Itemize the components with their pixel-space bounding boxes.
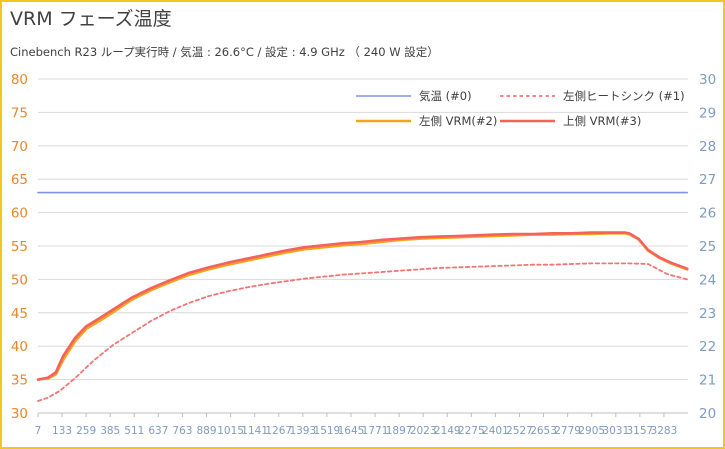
- y-tick-label-left: 50: [11, 272, 28, 288]
- chart-subtitle: Cinebench R23 ループ実行時 / 気温 : 26.6°C / 設定 …: [10, 45, 439, 59]
- y-tick-label-right: 23: [699, 306, 716, 322]
- y-tick-label-left: 70: [11, 139, 28, 155]
- x-tick-label: 2527: [506, 425, 533, 437]
- y-tick-label-left: 30: [11, 406, 28, 422]
- y-tick-label-right: 25: [699, 239, 716, 255]
- x-tick-label: 637: [148, 425, 168, 437]
- line-top-vrm: [36, 231, 689, 381]
- y-tick-label-right: 30: [699, 72, 716, 88]
- x-tick-label: 1267: [265, 425, 292, 437]
- y-tick-label-right: 20: [699, 406, 716, 422]
- x-tick-label: 1393: [289, 425, 316, 437]
- y-tick-label-left: 75: [11, 105, 28, 121]
- y-tick-label-right: 21: [699, 373, 716, 389]
- x-tick-label: 7: [35, 425, 42, 437]
- x-tick-label: 2149: [434, 425, 461, 437]
- y-tick-label-right: 22: [699, 339, 716, 355]
- x-tick-label: 2779: [554, 425, 581, 437]
- x-tick-label: 385: [100, 425, 120, 437]
- x-tick-label: 889: [196, 425, 216, 437]
- x-tick-label: 1519: [314, 425, 341, 437]
- x-tick-label: 2905: [578, 425, 605, 437]
- x-tick-label: 511: [124, 425, 144, 437]
- y-tick-label-left: 45: [11, 306, 28, 322]
- legend-label: 上側 VRM(#3): [563, 114, 641, 128]
- y-tick-label-right: 26: [699, 206, 716, 222]
- x-tick-label: 1645: [338, 425, 365, 437]
- x-tick-label: 2023: [410, 425, 437, 437]
- legend-label: 左側ヒートシンク (#1): [563, 89, 685, 103]
- x-tick-label: 1015: [217, 425, 244, 437]
- x-tick-label: 763: [172, 425, 192, 437]
- y-tick-label-right: 27: [699, 172, 716, 188]
- y-tick-label-left: 65: [11, 172, 28, 188]
- y-tick-label-left: 55: [11, 239, 28, 255]
- line-left-heatsink: [37, 262, 689, 402]
- x-tick-label: 2653: [530, 425, 557, 437]
- x-tick-label: 2401: [482, 425, 509, 437]
- x-tick-label: 3157: [626, 425, 653, 437]
- x-tick-label: 1771: [362, 425, 389, 437]
- y-tick-label-left: 60: [11, 206, 28, 222]
- y-tick-label-left: 40: [11, 339, 28, 355]
- y-tick-label-right: 29: [699, 105, 716, 121]
- x-tick-label: 133: [52, 425, 72, 437]
- y-tick-label-right: 28: [699, 139, 716, 155]
- x-tick-label: 3031: [602, 425, 629, 437]
- legend-label: 左側 VRM(#2): [419, 114, 497, 128]
- chart-title: VRM フェーズ温度: [10, 8, 172, 30]
- x-tick-label: 259: [76, 425, 96, 437]
- y-tick-label-right: 24: [699, 272, 716, 288]
- x-tick-label: 3283: [651, 425, 678, 437]
- y-tick-label-left: 35: [11, 373, 28, 389]
- x-tick-label: 1897: [386, 425, 413, 437]
- line-left-vrm: [36, 232, 689, 381]
- x-tick-label: 1141: [241, 425, 268, 437]
- x-tick-label: 2275: [458, 425, 485, 437]
- y-tick-label-left: 80: [11, 72, 28, 88]
- legend-label: 気温 (#0): [419, 89, 472, 103]
